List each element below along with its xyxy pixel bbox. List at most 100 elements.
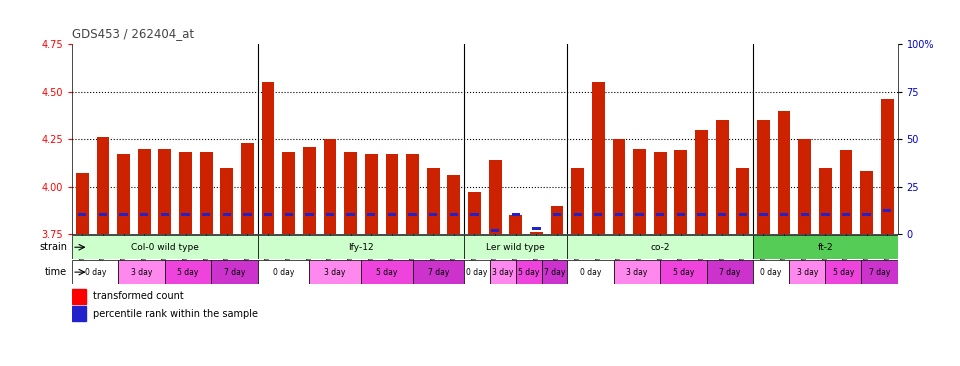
Bar: [465, 235, 567, 259]
Bar: [200, 152, 212, 234]
Bar: [553, 213, 562, 216]
Bar: [257, 235, 465, 259]
Bar: [408, 213, 417, 216]
Bar: [516, 260, 541, 284]
Bar: [510, 215, 522, 234]
Bar: [388, 213, 396, 216]
Bar: [789, 260, 826, 284]
Text: transformed count: transformed count: [92, 291, 183, 301]
Text: 0 day: 0 day: [273, 268, 295, 277]
Bar: [303, 147, 316, 234]
Bar: [465, 260, 490, 284]
Bar: [826, 260, 861, 284]
Bar: [447, 175, 460, 234]
Bar: [697, 213, 706, 216]
Bar: [241, 143, 253, 234]
Text: 5 day: 5 day: [673, 268, 694, 277]
Bar: [489, 160, 501, 234]
Text: 5 day: 5 day: [832, 268, 854, 277]
Bar: [614, 213, 623, 216]
Text: 5 day: 5 day: [376, 268, 397, 277]
Text: 0 day: 0 day: [84, 268, 106, 277]
Bar: [512, 213, 520, 216]
Bar: [347, 213, 355, 216]
Bar: [243, 213, 252, 216]
Bar: [567, 235, 753, 259]
Bar: [165, 260, 211, 284]
Bar: [675, 150, 687, 234]
Text: 0 day: 0 day: [760, 268, 781, 277]
Text: 3 day: 3 day: [492, 268, 514, 277]
Bar: [223, 213, 231, 216]
Bar: [754, 235, 898, 259]
Bar: [757, 120, 770, 234]
Bar: [654, 152, 666, 234]
Bar: [72, 289, 86, 304]
Bar: [345, 152, 357, 234]
Bar: [72, 260, 118, 284]
Bar: [718, 213, 727, 216]
Bar: [324, 139, 336, 234]
Bar: [541, 260, 567, 284]
Bar: [490, 260, 516, 284]
Bar: [819, 168, 831, 234]
Bar: [361, 260, 413, 284]
Bar: [780, 213, 788, 216]
Bar: [282, 152, 295, 234]
Text: 7 day: 7 day: [719, 268, 740, 277]
Bar: [530, 232, 542, 234]
Text: ft-2: ft-2: [818, 243, 833, 252]
Bar: [305, 213, 314, 216]
Bar: [72, 235, 257, 259]
Bar: [325, 213, 334, 216]
Bar: [181, 213, 190, 216]
Bar: [881, 99, 894, 234]
Text: percentile rank within the sample: percentile rank within the sample: [92, 309, 257, 319]
Text: 7 day: 7 day: [543, 268, 565, 277]
Bar: [257, 260, 309, 284]
Bar: [821, 213, 829, 216]
Bar: [284, 213, 293, 216]
Text: 0 day: 0 day: [467, 268, 488, 277]
Text: 5 day: 5 day: [178, 268, 199, 277]
Text: lfy-12: lfy-12: [348, 243, 373, 252]
Bar: [138, 149, 151, 234]
Bar: [754, 260, 789, 284]
Text: co-2: co-2: [651, 243, 670, 252]
Bar: [491, 229, 499, 232]
Bar: [656, 213, 664, 216]
Bar: [118, 260, 165, 284]
Text: Col-0 wild type: Col-0 wild type: [131, 243, 199, 252]
Bar: [842, 213, 851, 216]
Bar: [613, 260, 660, 284]
Bar: [211, 260, 257, 284]
Bar: [594, 213, 603, 216]
Text: time: time: [45, 267, 67, 277]
Text: strain: strain: [39, 242, 67, 252]
Text: 7 day: 7 day: [427, 268, 449, 277]
Bar: [99, 213, 108, 216]
Bar: [861, 260, 898, 284]
Bar: [158, 149, 171, 234]
Bar: [636, 213, 644, 216]
Text: Ler wild type: Ler wild type: [487, 243, 545, 252]
Bar: [72, 306, 86, 321]
Bar: [386, 154, 398, 234]
Bar: [736, 168, 749, 234]
Bar: [97, 137, 109, 234]
Bar: [799, 139, 811, 234]
Bar: [532, 227, 540, 230]
Bar: [119, 213, 128, 216]
Bar: [78, 213, 86, 216]
Bar: [221, 168, 233, 234]
Bar: [862, 213, 871, 216]
Bar: [612, 139, 625, 234]
Text: GDS453 / 262404_at: GDS453 / 262404_at: [72, 27, 194, 40]
Bar: [367, 213, 375, 216]
Bar: [551, 206, 564, 234]
Text: 3 day: 3 day: [797, 268, 818, 277]
Bar: [140, 213, 149, 216]
Bar: [406, 154, 419, 234]
Bar: [117, 154, 130, 234]
Bar: [365, 154, 377, 234]
